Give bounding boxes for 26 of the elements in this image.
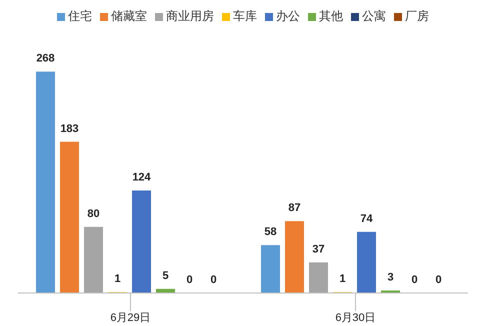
data-label: 87 (288, 202, 301, 214)
x-tick-label: 6月29日 (110, 312, 151, 324)
data-label: 124 (132, 172, 152, 184)
data-label: 0 (186, 274, 193, 286)
data-label: 0 (411, 274, 418, 286)
legend-label: 其他 (318, 8, 343, 25)
legend-label: 公寓 (361, 8, 386, 25)
legend-label: 厂房 (404, 8, 429, 25)
data-label: 37 (312, 243, 325, 256)
data-label: 0 (210, 274, 217, 286)
data-label: 5 (162, 270, 169, 282)
data-label: 58 (264, 226, 277, 238)
data-label: 1 (339, 273, 346, 286)
data-label: 268 (36, 52, 55, 65)
legend-label: 车库 (232, 8, 257, 25)
legend-label: 住宅 (67, 8, 92, 25)
data-label: 80 (87, 208, 100, 220)
data-label: 0 (435, 274, 442, 286)
data-label: 1 (114, 273, 121, 286)
x-tick-label: 6月30日 (335, 312, 376, 324)
legend-label: 商业用房 (165, 8, 214, 25)
legend-label: 办公 (275, 8, 300, 25)
legend-label: 储藏室 (110, 8, 147, 25)
data-label: 183 (60, 122, 79, 135)
data-label: 3 (387, 272, 394, 284)
data-label: 74 (360, 212, 374, 225)
